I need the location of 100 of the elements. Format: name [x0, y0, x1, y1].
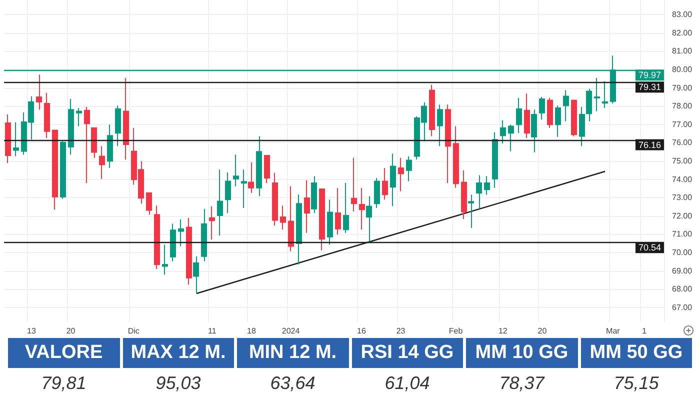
candlestick	[579, 106, 585, 147]
candlestick	[170, 223, 176, 262]
candlestick	[524, 93, 530, 138]
candlestick	[68, 98, 74, 156]
y-tick-label: 73.00	[672, 193, 693, 202]
candlestick	[484, 176, 490, 196]
y-tick-label: 77.00	[672, 120, 693, 129]
category-label: MAX 12 M.	[122, 338, 234, 368]
y-tick-label: 82.00	[672, 28, 693, 38]
candlestick	[468, 194, 474, 228]
candlestick	[311, 176, 317, 214]
candlestick	[5, 114, 11, 164]
y-tick-label: 76.00	[672, 138, 693, 148]
y-tick-label: 80.00	[672, 65, 693, 74]
x-tick-label: 2024	[282, 326, 300, 336]
category-label: RSI 14 GG	[352, 338, 463, 368]
candlestick	[13, 122, 19, 157]
candlestick	[201, 208, 207, 262]
candlestick	[571, 100, 577, 137]
x-tick-label: 11	[208, 326, 217, 336]
candlestick	[186, 217, 192, 285]
candlestick	[351, 157, 357, 212]
candlestick	[461, 170, 467, 220]
candlestick	[500, 120, 506, 144]
candlestick	[547, 97, 553, 128]
text: 61,04	[384, 372, 430, 392]
y-tick-label: 78.00	[672, 102, 693, 111]
candlestick	[154, 205, 160, 270]
text: 63,64	[270, 372, 316, 392]
y-tick-label: 70.00	[672, 248, 693, 257]
candlestick	[390, 153, 396, 207]
candlestick	[264, 155, 270, 184]
y-tick-label: 75.00	[672, 156, 693, 166]
candlestick	[492, 132, 498, 188]
candlestick	[91, 127, 97, 158]
candlestick	[319, 188, 325, 251]
x-tick-label: Mar	[606, 326, 620, 336]
ref-line-label: 79.31	[638, 82, 661, 92]
candlestick	[508, 124, 514, 152]
candlestick	[304, 180, 310, 234]
y-tick-label: 83.00	[672, 10, 693, 20]
candlestick	[280, 205, 286, 230]
candlestick	[123, 77, 129, 160]
x-tick-label: 18	[247, 326, 256, 336]
candlestick	[445, 104, 451, 184]
candlestick	[233, 154, 239, 187]
candlestick	[555, 105, 561, 138]
candlestick	[296, 194, 302, 266]
candlestick	[374, 178, 380, 209]
candlestick	[288, 186, 294, 252]
x-tick-label: 13	[27, 326, 36, 336]
x-tick-label: 20	[538, 326, 548, 336]
x-tick-label: 20	[66, 326, 76, 336]
x-tick-label: 12	[498, 326, 508, 336]
candlestick	[256, 136, 262, 197]
x-tick-label: 1	[642, 326, 648, 336]
x-tick-label: 16	[357, 326, 366, 336]
candlestick	[52, 130, 58, 210]
candlestick	[327, 199, 333, 246]
candlestick	[60, 140, 66, 200]
category-label: MM 10 GG	[466, 338, 578, 368]
candlestick	[241, 169, 247, 209]
y-tick-label: 72.00	[672, 211, 693, 220]
x-tick-label: Feb	[448, 326, 464, 336]
y-tick-label: 68.00	[672, 284, 693, 294]
candlestick	[115, 105, 121, 147]
candlestick	[476, 174, 482, 210]
category-label: VALORE	[8, 338, 120, 368]
candlestick	[382, 167, 388, 200]
candlestick	[162, 244, 168, 276]
candlestick	[84, 106, 90, 184]
candlestick	[209, 206, 215, 240]
candlestick	[437, 104, 443, 147]
text: 95,03	[156, 372, 201, 392]
ref-line-label: 76.16	[638, 140, 661, 150]
candlestick	[272, 172, 278, 226]
text: 78,37	[499, 372, 544, 392]
candlestick	[76, 107, 82, 127]
category-label: MM 50 GG	[580, 338, 692, 368]
candlestick	[516, 97, 522, 134]
candlestick	[178, 219, 184, 247]
candlestick	[225, 172, 231, 214]
ref-line-label: 79.97	[638, 70, 661, 80]
text: 75,15	[614, 372, 659, 392]
x-tick-label: 23	[396, 326, 406, 336]
y-tick-label: 69.00	[672, 266, 693, 276]
candlestick	[453, 126, 459, 188]
candlestick	[107, 124, 113, 168]
x-tick-label: Dic	[128, 326, 140, 336]
candlestick	[248, 162, 254, 194]
candlestick	[359, 187, 365, 230]
y-tick-label: 67.00	[672, 302, 693, 312]
text: 79,81	[41, 372, 86, 392]
y-tick-label: 81.00	[672, 46, 693, 56]
candlestick	[44, 92, 50, 138]
candlestick	[602, 80, 608, 108]
category-label: MIN 12 M.	[237, 338, 348, 368]
y-tick-label: 79.00	[672, 83, 693, 92]
candlestick	[366, 196, 372, 243]
candlestick	[539, 96, 545, 120]
